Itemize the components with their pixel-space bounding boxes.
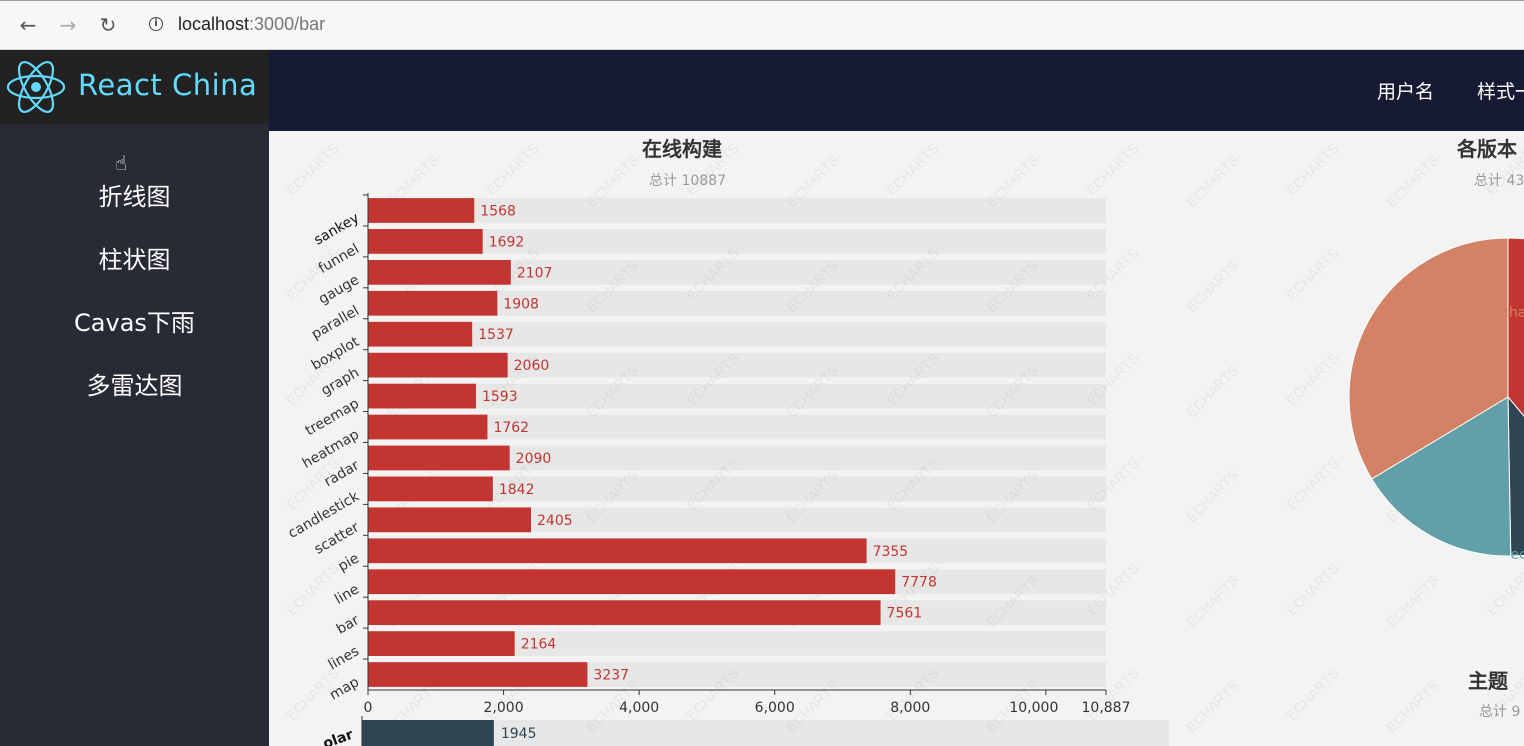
bar-value-label: 1692 — [489, 234, 525, 250]
address-bar[interactable]: localhost:3000/bar — [178, 14, 325, 35]
logo[interactable]: React China — [0, 50, 269, 124]
pie-label-echarts-common-min: echarts.common.min — [1510, 547, 1524, 563]
username-link[interactable]: 用户名 — [1377, 81, 1435, 103]
x-tick-label: 8,000 — [890, 700, 930, 716]
bar-lines — [368, 631, 515, 656]
bar-heatmap — [368, 414, 488, 440]
bar-value-label: 2164 — [521, 637, 557, 653]
x-tick-label: 10,887 — [1082, 700, 1131, 716]
category-label: map — [327, 674, 362, 703]
bar-value-label: 1908 — [503, 296, 539, 312]
bar-chart-subtitle: 总计 10887 — [649, 173, 726, 189]
logo-text: React China — [78, 68, 258, 102]
url-host: localhost — [178, 14, 250, 34]
bar-value-label: 1842 — [499, 482, 535, 498]
reload-icon[interactable]: ↻ — [99, 13, 117, 37]
bar-background — [368, 198, 1106, 223]
bar-value-label: 7778 — [901, 575, 937, 591]
bar-scatter — [368, 507, 532, 533]
sidebar: React China 折线图 柱状图 Cavas下雨 多雷达图 — [0, 50, 269, 746]
bar-background — [368, 229, 1106, 254]
bar-pie — [368, 538, 867, 564]
browser-toolbar: ← → ↻ i localhost:3000/bar — [0, 0, 1524, 50]
bar-value-label: 1762 — [493, 420, 529, 436]
category-label: lines — [326, 643, 362, 673]
pie-slice-echarts — [1348, 237, 1509, 480]
bar-gauge — [368, 259, 511, 285]
bar-value-label: 1945 — [501, 726, 537, 742]
bar-value-label: 1568 — [480, 203, 516, 219]
bar-chart[interactable]: 3237 map 2164 lines 7561 bar 7778 line 7355 pie 24… — [269, 131, 1169, 746]
bar-parallel — [368, 290, 498, 316]
bar-value-label: 7561 — [887, 606, 923, 622]
pie-chart-subtitle: 总计 43 — [1474, 173, 1524, 189]
forward-icon[interactable]: → — [59, 13, 77, 37]
bar-graph — [368, 352, 508, 378]
pie-chart-title: 各版本 — [1457, 137, 1517, 161]
bar-value-label: 2405 — [537, 513, 573, 529]
bar-value-label: 1537 — [478, 327, 514, 343]
style-menu-link[interactable]: 样式一 — [1477, 81, 1524, 103]
x-tick-label: 2,000 — [484, 700, 524, 716]
category-label: pie — [335, 550, 362, 575]
pie-slice-red — [1507, 237, 1524, 417]
chart-area: ECHARTS ECHARTS ECHARTS ECHARTS ECHARTS ECHAR… — [269, 131, 1524, 746]
bar-background — [368, 414, 1106, 440]
bar-polar — [362, 720, 494, 746]
category-label: bar — [334, 612, 362, 638]
category-label: line — [332, 581, 362, 607]
bar-bar — [368, 600, 881, 626]
theme-chart-title: 主题 — [1468, 669, 1508, 693]
category-label: olar — [321, 727, 355, 746]
bar-value-label: 1593 — [482, 389, 518, 405]
bar-value-label: 7355 — [873, 544, 909, 560]
sidebar-item-line-chart[interactable]: 折线图 — [98, 183, 171, 211]
pie-slice-echarts-common-min — [1371, 396, 1512, 557]
category-label: graph — [319, 365, 362, 399]
category-label: gauge — [316, 272, 362, 308]
bar-value-label: 3237 — [593, 668, 629, 684]
x-tick-label: 10,000 — [1009, 700, 1058, 716]
bar-background — [368, 383, 1106, 409]
pie-slice-dark — [1507, 395, 1524, 557]
bar-value-label: 2060 — [514, 358, 550, 374]
bar-radar — [368, 445, 510, 471]
x-tick-label: 6,000 — [755, 700, 795, 716]
bar-background — [368, 321, 1106, 347]
bar-chart-title: 在线构建 — [642, 137, 722, 161]
bar-value-label: 2090 — [516, 451, 552, 467]
hand-cursor-icon: ☝ — [115, 151, 128, 175]
bar-map — [368, 662, 588, 687]
sidebar-item-bar-chart[interactable]: 柱状图 — [98, 246, 171, 274]
top-header: 用户名 样式一 — [269, 50, 1524, 131]
sidebar-item-canvas-rain[interactable]: Cavas下雨 — [74, 309, 195, 337]
bar-line — [368, 569, 896, 595]
bar-treemap — [368, 383, 476, 409]
sidebar-item-multi-radar[interactable]: 多雷达图 — [86, 372, 183, 400]
bar-sankey — [368, 198, 475, 223]
react-logo-icon — [6, 61, 66, 113]
pie-label-echarts: echarts — [1493, 305, 1524, 321]
bar-candlestick — [368, 476, 493, 502]
bar-background — [362, 720, 1169, 746]
theme-chart-subtitle: 总计 9 — [1479, 704, 1521, 720]
x-tick-label: 4,000 — [619, 700, 659, 716]
back-icon[interactable]: ← — [19, 13, 37, 37]
category-label: radar — [321, 457, 362, 490]
url-path: :3000/bar — [249, 14, 326, 34]
bar-value-label: 2107 — [517, 265, 553, 281]
site-info-icon[interactable]: i — [149, 17, 163, 31]
bar-funnel — [368, 229, 483, 254]
pie-chart[interactable]: echarts echarts.common.min — [1169, 131, 1524, 746]
x-tick-label: 0 — [364, 700, 373, 716]
bar-boxplot — [368, 321, 473, 347]
